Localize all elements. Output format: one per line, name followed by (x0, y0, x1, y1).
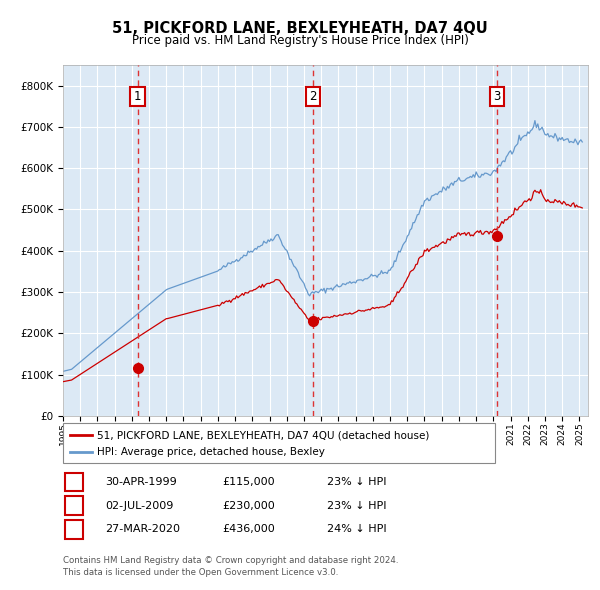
Text: 51, PICKFORD LANE, BEXLEYHEATH, DA7 4QU (detached house): 51, PICKFORD LANE, BEXLEYHEATH, DA7 4QU … (97, 430, 429, 440)
Text: 3: 3 (494, 90, 501, 103)
Text: 30-APR-1999: 30-APR-1999 (105, 477, 177, 487)
Text: £230,000: £230,000 (222, 501, 275, 510)
Text: £115,000: £115,000 (222, 477, 275, 487)
Text: £436,000: £436,000 (222, 525, 275, 534)
Text: This data is licensed under the Open Government Licence v3.0.: This data is licensed under the Open Gov… (63, 568, 338, 577)
Text: 1: 1 (70, 476, 77, 489)
Text: 2: 2 (70, 499, 77, 512)
Text: 24% ↓ HPI: 24% ↓ HPI (327, 525, 386, 534)
Text: 3: 3 (70, 523, 77, 536)
Text: Price paid vs. HM Land Registry's House Price Index (HPI): Price paid vs. HM Land Registry's House … (131, 34, 469, 47)
Text: 1: 1 (134, 90, 141, 103)
Text: 02-JUL-2009: 02-JUL-2009 (105, 501, 173, 510)
Text: 51, PICKFORD LANE, BEXLEYHEATH, DA7 4QU: 51, PICKFORD LANE, BEXLEYHEATH, DA7 4QU (112, 21, 488, 35)
Text: 27-MAR-2020: 27-MAR-2020 (105, 525, 180, 534)
Text: 2: 2 (309, 90, 316, 103)
Text: 23% ↓ HPI: 23% ↓ HPI (327, 477, 386, 487)
Text: Contains HM Land Registry data © Crown copyright and database right 2024.: Contains HM Land Registry data © Crown c… (63, 556, 398, 565)
Text: HPI: Average price, detached house, Bexley: HPI: Average price, detached house, Bexl… (97, 447, 325, 457)
Text: 23% ↓ HPI: 23% ↓ HPI (327, 501, 386, 510)
